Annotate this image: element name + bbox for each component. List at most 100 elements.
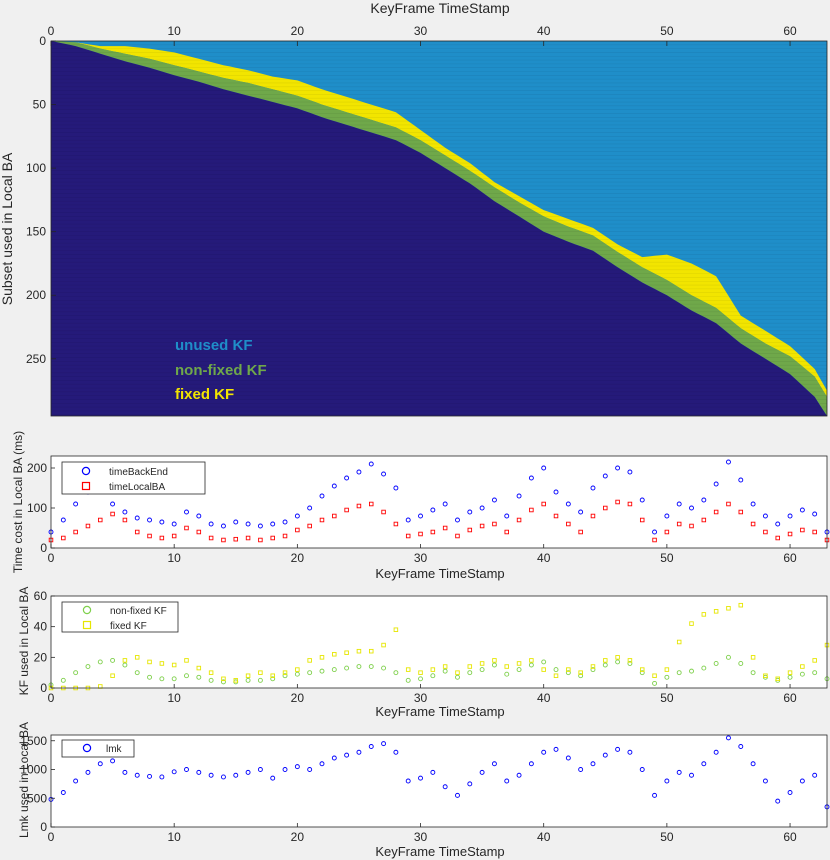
data-point-timebackend	[245, 521, 251, 527]
data-point-fixed-kf	[430, 667, 436, 672]
data-point-timebackend	[73, 501, 79, 507]
kf-x-axis-label: KeyFrame TimeStamp	[375, 704, 504, 719]
x-tick-label: 0	[48, 691, 55, 705]
data-point-lmk	[368, 744, 374, 749]
data-point-timebackend	[590, 485, 596, 491]
data-point-non-fixed-kf	[812, 670, 818, 676]
data-point-non-fixed-kf	[220, 679, 226, 685]
data-point-lmk	[282, 767, 288, 772]
data-point-non-fixed-kf	[60, 677, 66, 683]
data-point-timelocalba	[98, 517, 103, 523]
data-point-timelocalba	[332, 513, 337, 519]
data-point-timebackend	[762, 513, 768, 519]
data-point-lmk	[652, 792, 658, 798]
data-point-timelocalba	[652, 537, 657, 543]
data-point-fixed-kf	[122, 658, 128, 663]
data-point-timelocalba	[516, 517, 522, 523]
data-point-fixed-kf	[664, 667, 670, 672]
data-point-lmk	[171, 769, 177, 775]
data-point-timelocalba	[208, 535, 214, 541]
data-point-timelocalba	[639, 517, 645, 523]
data-point-non-fixed-kf	[331, 667, 337, 673]
x-tick-label: 60	[783, 830, 797, 844]
data-point-timebackend	[812, 511, 818, 517]
data-point-lmk	[257, 767, 263, 772]
y-tick-label: 200	[27, 461, 47, 475]
data-point-non-fixed-kf	[245, 677, 251, 683]
data-point-timebackend	[344, 475, 350, 481]
plot-axes-box	[50, 595, 828, 689]
data-point-timelocalba	[541, 501, 546, 507]
data-point-timelocalba	[295, 527, 300, 533]
x-tick-label: 50	[660, 24, 674, 38]
data-point-fixed-kf	[442, 664, 448, 669]
data-point-timelocalba	[603, 505, 608, 511]
x-tick-label: 40	[537, 830, 551, 844]
data-point-fixed-kf	[812, 658, 817, 663]
data-point-timebackend	[578, 509, 584, 515]
y-tick-label: 200	[26, 288, 46, 302]
data-point-timelocalba	[282, 533, 288, 539]
data-point-timelocalba	[344, 507, 349, 513]
data-point-timelocalba	[307, 523, 312, 529]
data-point-timelocalba	[233, 536, 239, 542]
data-point-timelocalba	[553, 513, 559, 519]
data-point-fixed-kf	[147, 659, 152, 665]
kf-legend: non-fixed KF fixed KF	[61, 601, 179, 633]
data-point-timelocalba	[196, 529, 202, 535]
data-point-timelocalba	[578, 529, 583, 535]
data-point-fixed-kf	[479, 661, 485, 666]
data-point-lmk	[307, 767, 313, 772]
y-tick-label: 20	[34, 650, 48, 664]
data-point-non-fixed-kf	[171, 676, 177, 682]
data-point-timebackend	[418, 513, 423, 519]
timecost-legend: timeBackEnd timeLocalBA	[61, 461, 206, 495]
data-point-fixed-kf	[381, 642, 386, 648]
y-tick-label: 0	[40, 820, 47, 834]
x-tick-label: 30	[414, 691, 428, 705]
data-point-timebackend	[528, 475, 534, 481]
data-point-fixed-kf	[800, 664, 805, 669]
data-point-non-fixed-kf	[418, 676, 423, 682]
data-point-timebackend	[726, 459, 731, 465]
x-tick-label: 20	[291, 691, 305, 705]
data-point-non-fixed-kf	[344, 665, 350, 671]
data-point-non-fixed-kf	[541, 659, 547, 665]
data-point-lmk	[602, 752, 608, 758]
data-point-timebackend	[565, 501, 571, 507]
data-point-timebackend	[381, 471, 387, 477]
y-tick-label: 500	[27, 791, 47, 805]
data-point-non-fixed-kf	[528, 662, 534, 668]
lmk-y-axis-label: Lmk used in Local BA	[17, 722, 31, 838]
data-point-timebackend	[294, 513, 300, 519]
data-point-timelocalba	[787, 531, 793, 537]
data-point-non-fixed-kf	[184, 673, 189, 679]
data-point-timelocalba	[713, 509, 719, 515]
data-point-lmk	[344, 752, 350, 758]
data-point-non-fixed-kf	[85, 664, 91, 669]
data-point-non-fixed-kf	[73, 670, 79, 676]
data-point-timelocalba	[689, 523, 694, 529]
data-point-timebackend	[689, 505, 694, 511]
data-point-timelocalba	[110, 511, 115, 517]
beyond-region	[51, 41, 827, 416]
data-point-lmk	[159, 774, 165, 780]
data-point-timebackend	[319, 493, 325, 499]
legend-marker-lmk	[82, 743, 92, 753]
y-tick-label: 1500	[20, 734, 47, 748]
data-point-non-fixed-kf	[516, 667, 522, 673]
data-point-fixed-kf	[418, 670, 423, 675]
data-point-lmk	[578, 767, 584, 772]
data-point-lmk	[775, 798, 781, 804]
data-point-timebackend	[504, 513, 510, 519]
data-point-non-fixed-kf	[639, 670, 645, 676]
lmk-plot-area: 0 10 20 30 40 50 60 0 500 1000 1500	[20, 734, 830, 844]
data-point-timebackend	[270, 521, 276, 527]
data-point-lmk	[762, 778, 768, 784]
data-point-non-fixed-kf	[381, 665, 387, 671]
data-point-non-fixed-kf	[627, 661, 633, 666]
data-point-timelocalba	[627, 501, 633, 507]
data-point-fixed-kf	[775, 676, 780, 682]
data-point-non-fixed-kf	[738, 661, 744, 666]
